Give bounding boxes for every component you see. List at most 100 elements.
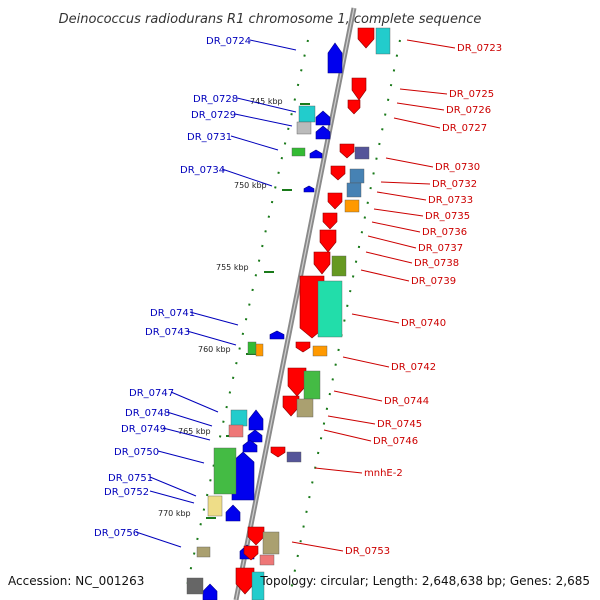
- gene-label: DR_0730: [435, 162, 480, 173]
- leader-line: [249, 39, 297, 51]
- forward-gene-arrow: [235, 567, 255, 595]
- map-title: Deinococcus radiodurans R1 chromosome 1,…: [59, 12, 482, 27]
- gene-label: mnhE-2: [364, 468, 403, 479]
- leader-line: [149, 490, 195, 504]
- leader-line: [351, 313, 400, 324]
- leader-line: [376, 191, 427, 201]
- leader-line: [149, 476, 197, 497]
- feature-block: [375, 27, 391, 55]
- leader-line: [236, 97, 297, 113]
- leader-line: [333, 390, 383, 402]
- feature-block: [247, 341, 257, 355]
- leader-line: [396, 102, 445, 111]
- reverse-gene-arrow: [225, 504, 241, 522]
- gene-label: DR_0739: [411, 276, 456, 287]
- forward-gene-arrow: [347, 99, 361, 115]
- reverse-gene-arrow: [327, 42, 343, 74]
- gene-label: DR_0737: [418, 243, 463, 254]
- gene-label: DR_0726: [446, 105, 491, 116]
- gene-label: DR_0744: [384, 396, 429, 407]
- gene-label: DR_0735: [425, 211, 470, 222]
- forward-gene-arrow: [243, 545, 259, 561]
- reverse-gene-arrow: [315, 125, 331, 140]
- forward-gene-arrow: [322, 212, 338, 230]
- leader-line: [365, 251, 413, 264]
- feature-block: [186, 577, 204, 595]
- reverse-gene-arrow: [269, 330, 285, 340]
- gene-features: [186, 27, 391, 600]
- gene-label: DR_0740: [401, 318, 446, 329]
- gene-label: DR_0742: [391, 362, 436, 373]
- forward-gene-arrow: [327, 192, 343, 210]
- leader-line: [234, 113, 293, 127]
- feature-block: [286, 451, 302, 463]
- gene-label: DR_0729: [191, 110, 236, 121]
- leader-line: [166, 411, 213, 427]
- gene-label: DR_0741: [150, 308, 195, 319]
- feature-block: [303, 370, 321, 400]
- leader-line: [162, 427, 211, 441]
- feature-block: [230, 409, 248, 427]
- leader-line: [221, 168, 273, 187]
- feature-block: [317, 280, 343, 338]
- feature-block: [346, 182, 362, 198]
- feature-block: [255, 343, 264, 357]
- gene-label: DR_0743: [145, 327, 190, 338]
- accession-text: Accession: NC_001263: [8, 574, 144, 588]
- leader-line: [230, 135, 279, 151]
- feature-block: [296, 121, 312, 135]
- gene-label: DR_0752: [104, 487, 149, 498]
- gene-label: DR_0748: [125, 408, 170, 419]
- feature-block: [296, 398, 314, 418]
- feature-block: [354, 146, 370, 160]
- reverse-gene-arrow: [303, 185, 315, 193]
- leader-line: [157, 450, 205, 464]
- feature-block: [291, 147, 306, 157]
- gene-label: DR_0745: [377, 419, 422, 430]
- leader-line: [373, 208, 424, 217]
- reverse-gene-arrow: [309, 149, 323, 159]
- reverse-gene-arrow: [315, 110, 331, 126]
- leader-line: [380, 181, 431, 185]
- feature-block: [298, 105, 316, 123]
- leader-line: [371, 221, 421, 233]
- feature-block: [196, 546, 211, 558]
- leader-line: [367, 235, 417, 249]
- feature-block: [228, 424, 244, 438]
- forward-gene-arrow: [357, 27, 375, 49]
- tick-label: 750 kbp: [234, 181, 267, 190]
- gene-label: DR_0732: [432, 179, 477, 190]
- forward-gene-arrow: [351, 77, 367, 101]
- gene-label: DR_0747: [129, 388, 174, 399]
- gene-label: DR_0736: [422, 227, 467, 238]
- leader-line: [323, 429, 372, 442]
- gene-label: DR_0750: [114, 447, 159, 458]
- forward-gene-arrow: [319, 229, 337, 253]
- tick-label: 755 kbp: [216, 263, 249, 272]
- feature-block: [312, 345, 328, 357]
- forward-gene-arrow: [339, 143, 355, 159]
- forward-gene-arrow: [313, 251, 331, 275]
- leader-line: [314, 467, 363, 474]
- reverse-gene-arrow: [247, 429, 263, 443]
- tick-label: 770 kbp: [158, 509, 191, 518]
- kbp-ticks: 745 kbp 750 kbp 755 kbp 760 kbp 765 kbp 770 k…: [158, 97, 310, 519]
- gene-label: DR_0731: [187, 132, 232, 143]
- leader-line: [406, 39, 456, 49]
- leader-line: [399, 88, 448, 95]
- feature-block: [349, 168, 365, 184]
- feature-block: [259, 554, 275, 566]
- gene-label: DR_0746: [373, 436, 418, 447]
- reverse-gene-arrow: [202, 583, 218, 600]
- gene-label: DR_0727: [442, 123, 487, 134]
- forward-gene-arrow: [287, 367, 307, 397]
- forward-gene-arrow: [295, 341, 311, 353]
- summary-text: Topology: circular; Length: 2,648,638 bp…: [259, 574, 590, 588]
- forward-gene-arrow: [270, 446, 286, 458]
- leader-line: [170, 391, 219, 413]
- tick-label: 765 kbp: [178, 427, 211, 436]
- tick-label: 745 kbp: [250, 97, 283, 106]
- gene-labels: DR_0724 DR_0728 DR_0729 DR_0731 DR_0734 DR_07…: [94, 36, 502, 557]
- reverse-gene-arrow: [248, 409, 264, 431]
